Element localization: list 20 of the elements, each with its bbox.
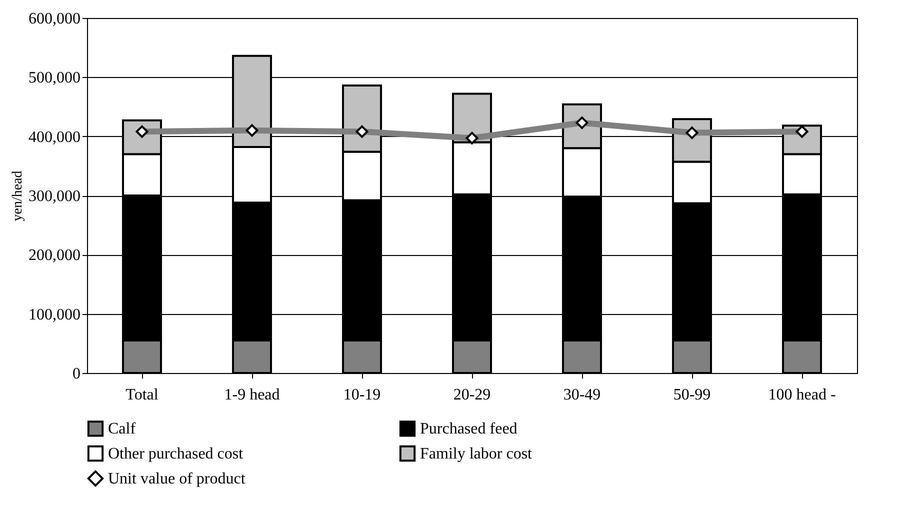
legend-label: Calf (108, 420, 136, 438)
x-tick-label: 30-49 (563, 386, 601, 404)
x-tick-label: 100 head - (768, 386, 836, 404)
y-axis-title: yen/head (10, 170, 26, 222)
y-tick-label: 0 (72, 366, 80, 382)
y-tick-label: 100,000 (28, 306, 80, 324)
legend-label: Purchased feed (420, 420, 518, 438)
x-tick-label: 20-29 (453, 386, 491, 404)
legend-label: Other purchased cost (108, 446, 244, 462)
y-tick-label: 200,000 (28, 247, 80, 264)
legend-label: Unit value of product (108, 470, 246, 488)
y-tick-label: 400,000 (28, 128, 80, 146)
x-tick-label: 50-99 (673, 386, 711, 404)
x-tick-label: 10-19 (343, 386, 381, 404)
legend-label: Family labor cost (420, 446, 533, 462)
y-tick-label: 600,000 (28, 10, 80, 28)
y-tick-label: 500,000 (28, 70, 80, 87)
x-tick-label: 1-9 head (224, 386, 280, 404)
x-tick-label: Total (126, 386, 159, 404)
y-tick-label: 300,000 (28, 188, 80, 205)
